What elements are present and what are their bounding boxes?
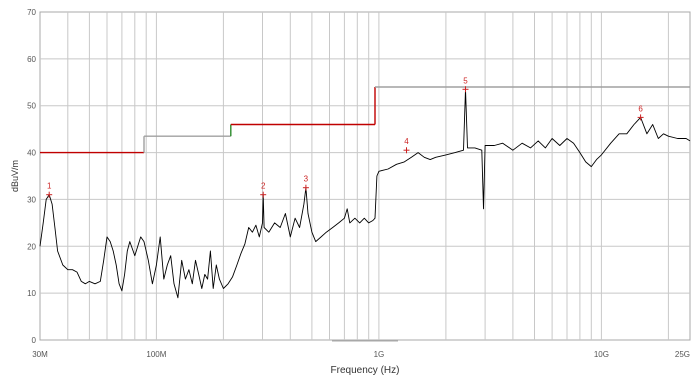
peak-marker-label: 2 (261, 182, 266, 191)
y-tick-label: 30 (27, 195, 36, 204)
y-tick-label: 50 (27, 102, 36, 111)
axis-labels: 0 10 20 30 40 50 60 70 30M 100M 1G 10G 25G (27, 8, 690, 359)
y-tick-label: 60 (27, 55, 36, 64)
trace-line (39, 88, 691, 299)
y-tick-label: 70 (27, 8, 36, 17)
x-tick-label: 30M (32, 350, 48, 359)
x-tick-label: 25G (675, 350, 690, 359)
peak-marker: 4 (403, 137, 410, 154)
x-tick-label: 10G (594, 350, 609, 359)
y-tick-label: 10 (27, 289, 36, 298)
x-axis-label: Frequency (Hz) (331, 365, 400, 376)
x-tick-label: 1G (374, 350, 385, 359)
peak-marker: 6 (637, 104, 644, 121)
plot-area (39, 11, 691, 341)
x-tick-label: 100M (146, 350, 166, 359)
limit-lines (40, 86, 690, 154)
y-tick-label: 20 (27, 242, 36, 251)
peak-markers: 1 2 3 4 5 6 (46, 76, 644, 198)
peak-marker: 1 (46, 182, 53, 198)
y-axis-label: dBuV/m (10, 160, 20, 192)
peak-marker-label: 5 (463, 76, 468, 85)
grid-lines (40, 12, 690, 340)
peak-marker: 2 (260, 182, 267, 198)
peak-marker-label: 1 (47, 182, 52, 191)
y-tick-label: 0 (32, 336, 37, 345)
peak-marker-label: 3 (304, 175, 309, 184)
peak-marker: 5 (462, 76, 469, 93)
peak-marker-label: 6 (638, 104, 643, 113)
y-tick-label: 40 (27, 149, 36, 158)
peak-marker: 3 (302, 175, 309, 191)
peak-marker-label: 4 (404, 137, 409, 146)
measurement-trace (39, 88, 691, 299)
